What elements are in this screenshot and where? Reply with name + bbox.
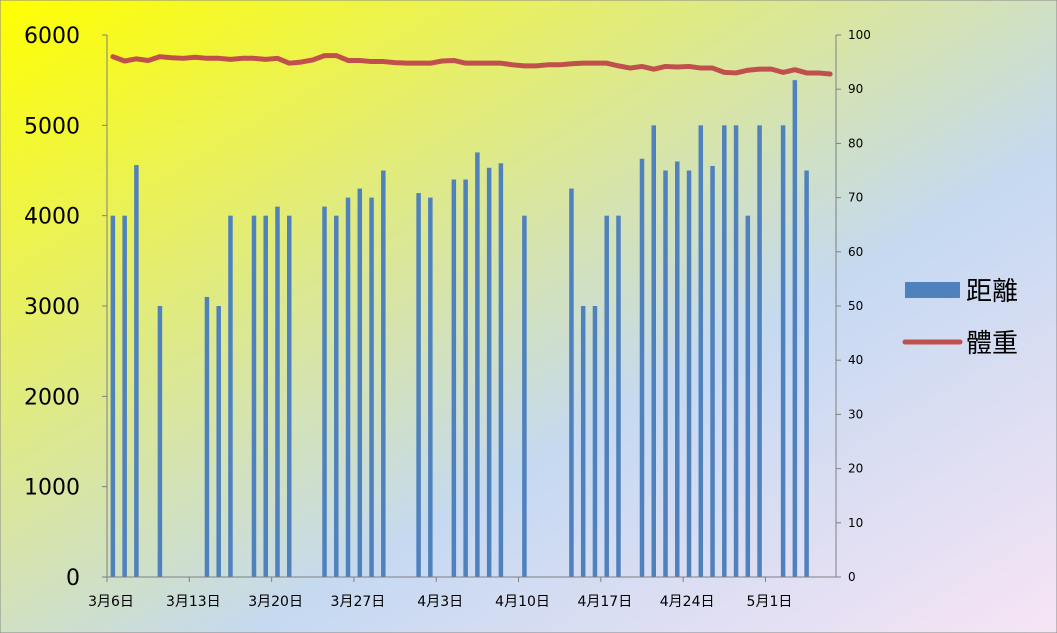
left-tick-label: 1000	[24, 476, 80, 501]
bar-distance	[616, 215, 621, 578]
x-tick-label: 3月20日	[248, 594, 303, 610]
right-tick-label: 40	[848, 353, 863, 367]
bar-distance	[639, 158, 645, 577]
bar-distance	[463, 179, 468, 577]
bar-distance	[710, 165, 715, 578]
bar-distance	[686, 170, 692, 577]
bar-distance	[381, 170, 386, 577]
line-layer	[110, 53, 833, 77]
x-tick-label: 3月13日	[166, 594, 221, 610]
left-tick-label: 6000	[24, 24, 80, 49]
bar-distance	[733, 125, 739, 577]
left-tick-label: 5000	[24, 114, 80, 139]
line-weight	[110, 53, 833, 77]
bar-distance	[698, 125, 704, 577]
x-tick-label: 3月27日	[331, 594, 386, 610]
right-tick-label: 50	[848, 299, 863, 313]
bar-distance	[334, 215, 339, 578]
bar-distance	[287, 215, 292, 578]
right-tick-label: 60	[848, 245, 863, 259]
left-tick-label: 0	[66, 566, 80, 591]
legend-swatch-distance	[905, 282, 960, 298]
x-tick-label: 3月6日	[88, 594, 134, 610]
bar-distance	[157, 306, 163, 577]
bars-layer	[110, 80, 809, 578]
bar-distance	[498, 163, 504, 577]
right-tick-label: 10	[848, 516, 863, 530]
legend-label-distance: 距離	[966, 277, 1018, 307]
right-tick-label: 100	[848, 28, 871, 42]
bar-distance	[651, 125, 656, 577]
bar-distance	[369, 197, 374, 577]
right-tick-label: 30	[848, 407, 863, 421]
x-tick-label: 5月1日	[747, 594, 793, 610]
x-tick-label: 4月17日	[577, 594, 632, 610]
right-tick-label: 0	[848, 570, 856, 584]
bar-distance	[604, 215, 609, 578]
x-tick-label: 4月10日	[495, 594, 550, 610]
bar-distance	[345, 197, 351, 577]
bar-distance	[322, 206, 327, 577]
right-tick-label: 70	[848, 191, 863, 205]
bar-distance	[792, 80, 798, 578]
bar-distance	[110, 215, 116, 578]
bar-distance	[263, 215, 268, 578]
right-tick-label: 20	[848, 462, 863, 476]
bar-distance	[134, 165, 139, 577]
bar-distance	[675, 161, 680, 577]
bar-distance	[486, 167, 492, 578]
bar-distance	[416, 193, 421, 577]
left-tick-label: 3000	[24, 295, 80, 320]
left-tick-label: 2000	[24, 385, 80, 410]
right-tick-label: 90	[848, 82, 863, 96]
left-tick-label: 4000	[24, 205, 80, 230]
bar-distance	[275, 206, 280, 577]
axes-layer: 0 1000 2000 3000 4000 5000 6000 0 10 20 30 40 50 60 70…	[24, 24, 871, 610]
bar-distance	[663, 170, 668, 577]
bar-distance	[475, 152, 480, 577]
bar-distance	[204, 296, 210, 577]
bar-distance	[216, 306, 221, 577]
bar-distance	[522, 215, 527, 578]
bar-distance	[428, 197, 433, 577]
bar-distance	[722, 125, 727, 577]
bar-distance	[357, 188, 363, 577]
bar-distance	[580, 306, 586, 577]
bar-distance	[780, 125, 786, 577]
bar-distance	[122, 215, 127, 578]
legend-label-weight: 體重	[966, 329, 1018, 359]
bar-distance	[251, 215, 257, 578]
bar-distance	[804, 170, 809, 577]
bar-distance	[592, 306, 598, 577]
x-tick-label: 4月24日	[660, 594, 715, 610]
bar-distance	[757, 125, 762, 577]
right-tick-label: 80	[848, 136, 863, 150]
bar-distance	[569, 188, 574, 577]
bar-distance	[745, 215, 751, 578]
bar-distance	[228, 215, 233, 578]
bar-distance	[451, 179, 457, 577]
x-tick-label: 4月3日	[417, 594, 463, 610]
